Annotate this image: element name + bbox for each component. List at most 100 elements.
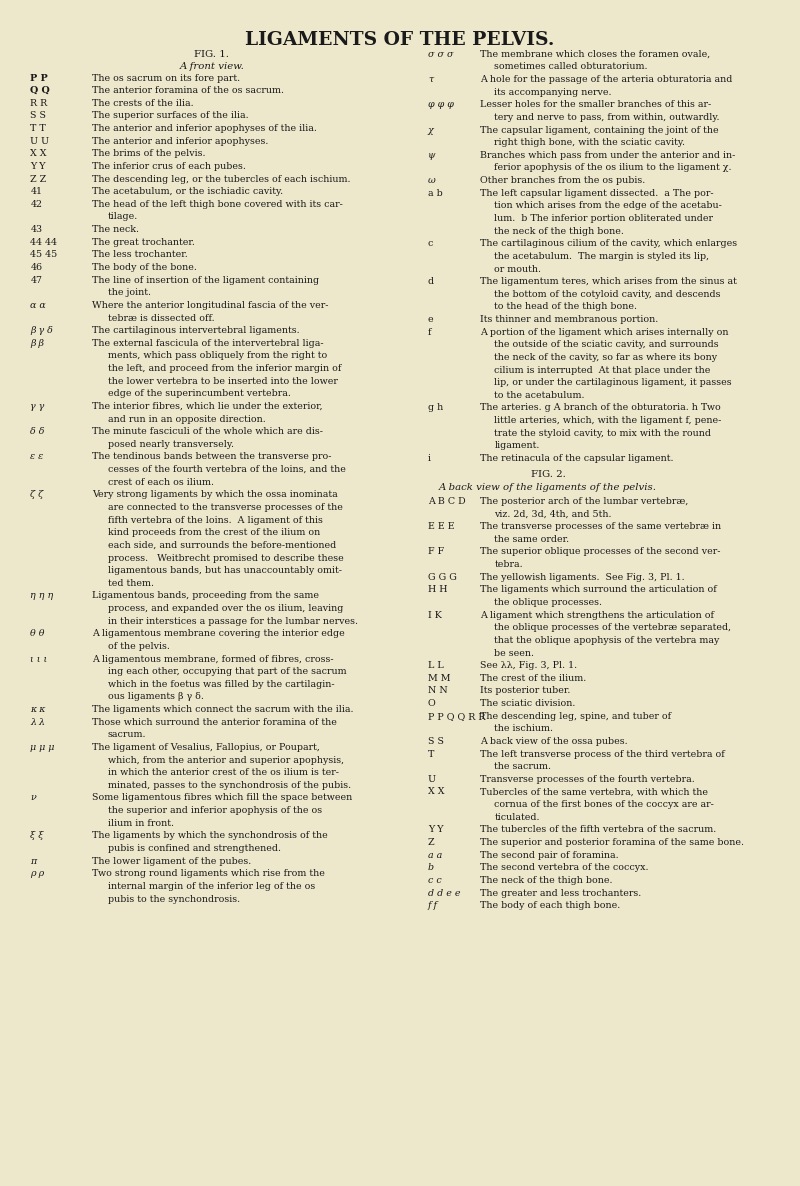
Text: U U: U U: [30, 136, 50, 146]
Text: in their interstices a passage for the lumbar nerves.: in their interstices a passage for the l…: [108, 617, 358, 626]
Text: The interior fibres, which lie under the exterior,: The interior fibres, which lie under the…: [92, 402, 322, 410]
Text: g h: g h: [428, 403, 443, 413]
Text: T: T: [428, 750, 434, 759]
Text: ing each other, occupying that part of the sacrum: ing each other, occupying that part of t…: [108, 668, 346, 676]
Text: crest of each os ilium.: crest of each os ilium.: [108, 478, 214, 486]
Text: the acetabulum.  The margin is styled its lip,: the acetabulum. The margin is styled its…: [494, 251, 710, 261]
Text: A ligamentous membrane covering the interior edge: A ligamentous membrane covering the inte…: [92, 630, 345, 638]
Text: The body of each thigh bone.: The body of each thigh bone.: [480, 901, 620, 910]
Text: d: d: [428, 278, 434, 286]
Text: ζ ζ: ζ ζ: [30, 490, 44, 499]
Text: The superior oblique processes of the second ver-: The superior oblique processes of the se…: [480, 548, 721, 556]
Text: The less trochanter.: The less trochanter.: [92, 250, 188, 260]
Text: The ligaments which connect the sacrum with the ilia.: The ligaments which connect the sacrum w…: [92, 706, 354, 714]
Text: A back view of the ligaments of the pelvis.: A back view of the ligaments of the pelv…: [439, 483, 657, 492]
Text: be seen.: be seen.: [494, 649, 534, 657]
Text: LIGAMENTS OF THE PELVIS.: LIGAMENTS OF THE PELVIS.: [246, 31, 554, 49]
Text: ted them.: ted them.: [108, 579, 154, 588]
Text: lip, or under the cartilaginous ligament, it passes: lip, or under the cartilaginous ligament…: [494, 378, 732, 387]
Text: The descending leg, spine, and tuber of: The descending leg, spine, and tuber of: [480, 712, 671, 721]
Text: the lower vertebra to be inserted into the lower: the lower vertebra to be inserted into t…: [108, 377, 338, 385]
Text: The tendinous bands between the transverse pro-: The tendinous bands between the transver…: [92, 453, 331, 461]
Text: the sacrum.: the sacrum.: [494, 763, 551, 771]
Text: G G G: G G G: [428, 573, 457, 581]
Text: X X: X X: [428, 788, 445, 797]
Text: The neck of the thigh bone.: The neck of the thigh bone.: [480, 876, 613, 885]
Text: kind proceeds from the crest of the ilium on: kind proceeds from the crest of the iliu…: [108, 528, 320, 537]
Text: which in the foetus was filled by the cartilagin-: which in the foetus was filled by the ca…: [108, 680, 334, 689]
Text: f: f: [428, 327, 431, 337]
Text: θ θ: θ θ: [30, 630, 45, 638]
Text: α α: α α: [30, 301, 46, 310]
Text: κ κ: κ κ: [30, 706, 46, 714]
Text: A portion of the ligament which arises internally on: A portion of the ligament which arises i…: [480, 327, 729, 337]
Text: b: b: [428, 863, 434, 872]
Text: The second vertebra of the coccyx.: The second vertebra of the coccyx.: [480, 863, 649, 872]
Text: The transverse processes of the same vertebræ in: The transverse processes of the same ver…: [480, 522, 721, 531]
Text: S S: S S: [30, 111, 46, 121]
Text: e: e: [428, 315, 434, 324]
Text: each side, and surrounds the before-mentioned: each side, and surrounds the before-ment…: [108, 541, 336, 550]
Text: that the oblique apophysis of the vertebra may: that the oblique apophysis of the verteb…: [494, 636, 720, 645]
Text: The arteries. g A branch of the obturatoria. h Two: The arteries. g A branch of the obturato…: [480, 403, 721, 413]
Text: The anterior and inferior apophyses of the ilia.: The anterior and inferior apophyses of t…: [92, 125, 317, 133]
Text: The sciatic division.: The sciatic division.: [480, 699, 575, 708]
Text: to the acetabulum.: to the acetabulum.: [494, 391, 585, 400]
Text: The cartilaginous intervertebral ligaments.: The cartilaginous intervertebral ligamen…: [92, 326, 300, 336]
Text: The greater and less trochanters.: The greater and less trochanters.: [480, 888, 642, 898]
Text: minated, passes to the synchondrosis of the pubis.: minated, passes to the synchondrosis of …: [108, 780, 351, 790]
Text: The ligament of Vesalius, Fallopius, or Poupart,: The ligament of Vesalius, Fallopius, or …: [92, 742, 320, 752]
Text: The acetabulum, or the ischiadic cavity.: The acetabulum, or the ischiadic cavity.: [92, 187, 283, 196]
Text: Very strong ligaments by which the ossa inominata: Very strong ligaments by which the ossa …: [92, 490, 338, 499]
Text: The brims of the pelvis.: The brims of the pelvis.: [92, 149, 206, 158]
Text: The yellowish ligaments.  See Fig. 3, Pl. 1.: The yellowish ligaments. See Fig. 3, Pl.…: [480, 573, 685, 581]
Text: β γ δ: β γ δ: [30, 326, 54, 336]
Text: The retinacula of the capsular ligament.: The retinacula of the capsular ligament.: [480, 454, 674, 463]
Text: tebræ is dissected off.: tebræ is dissected off.: [108, 313, 214, 323]
Text: a a: a a: [428, 850, 442, 860]
Text: tion which arises from the edge of the acetabu-: tion which arises from the edge of the a…: [494, 202, 722, 210]
Text: Q Q: Q Q: [30, 87, 50, 95]
Text: The ligamentum teres, which arises from the sinus at: The ligamentum teres, which arises from …: [480, 278, 737, 286]
Text: sometimes called obturatorium.: sometimes called obturatorium.: [494, 63, 648, 71]
Text: E E E: E E E: [428, 522, 454, 531]
Text: Lesser holes for the smaller branches of this ar-: Lesser holes for the smaller branches of…: [480, 101, 711, 109]
Text: FIG. 1.: FIG. 1.: [194, 50, 230, 59]
Text: the superior and inferior apophysis of the os: the superior and inferior apophysis of t…: [108, 806, 322, 815]
Text: The anterior and inferior apophyses.: The anterior and inferior apophyses.: [92, 136, 268, 146]
Text: tery and nerve to pass, from within, outwardly.: tery and nerve to pass, from within, out…: [494, 113, 720, 122]
Text: The descending leg, or the tubercles of each ischium.: The descending leg, or the tubercles of …: [92, 174, 350, 184]
Text: ous ligaments β γ δ.: ous ligaments β γ δ.: [108, 693, 204, 701]
Text: The neck.: The neck.: [92, 225, 139, 234]
Text: Other branches from the os pubis.: Other branches from the os pubis.: [480, 177, 646, 185]
Text: f f: f f: [428, 901, 438, 910]
Text: The head of the left thigh bone covered with its car-: The head of the left thigh bone covered …: [92, 200, 343, 209]
Text: The tubercles of the fifth vertebra of the sacrum.: The tubercles of the fifth vertebra of t…: [480, 825, 716, 834]
Text: The superior and posterior foramina of the same bone.: The superior and posterior foramina of t…: [480, 839, 744, 847]
Text: Its posterior tuber.: Its posterior tuber.: [480, 687, 570, 695]
Text: or mouth.: or mouth.: [494, 264, 542, 274]
Text: The crests of the ilia.: The crests of the ilia.: [92, 98, 194, 108]
Text: pubis is confined and strengthened.: pubis is confined and strengthened.: [108, 844, 281, 853]
Text: edge of the superincumbent vertebra.: edge of the superincumbent vertebra.: [108, 389, 291, 398]
Text: the ischium.: the ischium.: [494, 725, 554, 733]
Text: the same order.: the same order.: [494, 535, 570, 544]
Text: ligamentous bands, but has unaccountably omit-: ligamentous bands, but has unaccountably…: [108, 566, 342, 575]
Text: The superior surfaces of the ilia.: The superior surfaces of the ilia.: [92, 111, 249, 121]
Text: 43: 43: [30, 225, 42, 234]
Text: S S: S S: [428, 737, 444, 746]
Text: process, and expanded over the os ilium, leaving: process, and expanded over the os ilium,…: [108, 604, 343, 613]
Text: O: O: [428, 699, 436, 708]
Text: The os sacrum on its fore part.: The os sacrum on its fore part.: [92, 74, 240, 83]
Text: A ligamentous membrane, formed of fibres, cross-: A ligamentous membrane, formed of fibres…: [92, 655, 334, 663]
Text: The external fascicula of the intervertebral liga-: The external fascicula of the interverte…: [92, 339, 324, 347]
Text: The ligaments by which the synchondrosis of the: The ligaments by which the synchondrosis…: [92, 831, 328, 841]
Text: ticulated.: ticulated.: [494, 812, 540, 822]
Text: Z Z: Z Z: [30, 174, 46, 184]
Text: of the pelvis.: of the pelvis.: [108, 642, 170, 651]
Text: i: i: [428, 454, 431, 463]
Text: little arteries, which, with the ligament f, pene-: little arteries, which, with the ligamen…: [494, 416, 722, 425]
Text: A ligament which strengthens the articulation of: A ligament which strengthens the articul…: [480, 611, 714, 619]
Text: P P Q Q R R: P P Q Q R R: [428, 712, 486, 721]
Text: δ δ: δ δ: [30, 427, 45, 436]
